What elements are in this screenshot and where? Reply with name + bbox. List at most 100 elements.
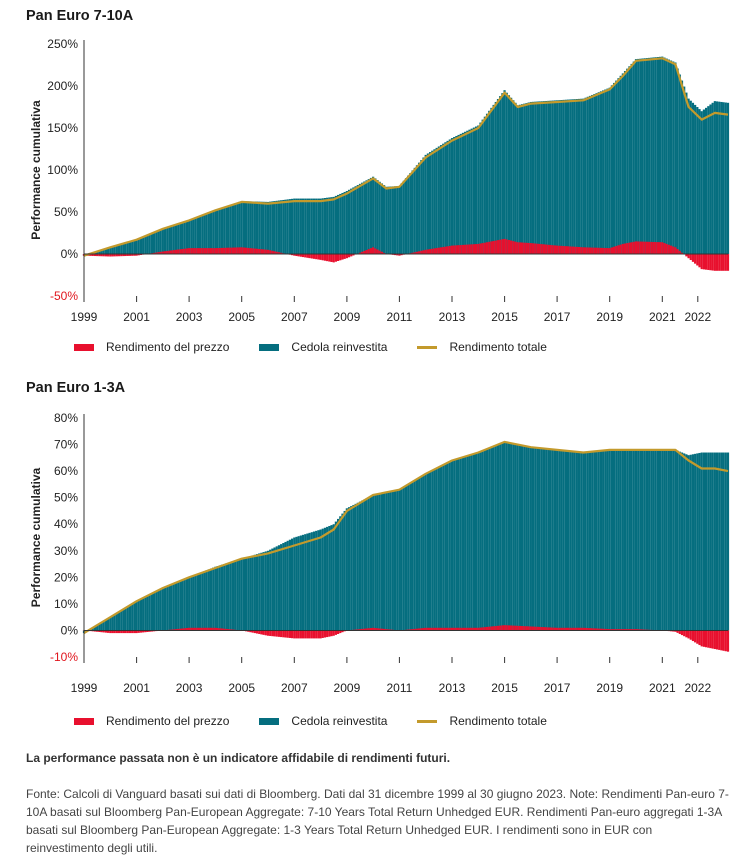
coupon-bar (245, 557, 248, 631)
coupon-bar (286, 199, 289, 254)
coupon-bar (266, 550, 270, 631)
coupon-bar (207, 212, 210, 254)
price-bar (240, 247, 243, 254)
coupon-bar (185, 578, 189, 631)
price-bar (494, 626, 497, 631)
coupon-bar (470, 454, 473, 631)
price-bar (326, 630, 329, 638)
price-bar (299, 630, 302, 639)
coupon-bar (284, 541, 287, 631)
coupon-bar (496, 99, 500, 255)
coupon-bar (691, 102, 695, 254)
coupon-bar (523, 103, 526, 254)
x-tick-label: 2019 (596, 310, 623, 324)
price-bar (501, 625, 504, 631)
price-bar (312, 254, 316, 259)
price-bar (424, 627, 427, 631)
price-bar (584, 627, 587, 631)
coupon-bar (700, 111, 703, 254)
price-bar (262, 249, 265, 254)
coupon-bar (396, 186, 399, 254)
price-bar (637, 241, 640, 254)
price-bar (483, 242, 486, 254)
coupon-bar (179, 223, 182, 254)
coupon-bar (485, 448, 489, 631)
coupon-bar (494, 101, 497, 255)
price-bar (291, 630, 294, 639)
price-bar (372, 627, 375, 631)
coupon-bar (376, 180, 379, 254)
price-bar (155, 252, 158, 254)
coupon-bar (337, 194, 340, 254)
coupon-bar (363, 181, 366, 254)
coupon-bar (372, 176, 375, 254)
coupon-bar (286, 540, 289, 631)
coupon-bar (144, 236, 147, 254)
price-bar (556, 245, 559, 254)
price-bar (564, 627, 567, 631)
coupon-bar (142, 597, 145, 631)
coupon-bar (326, 526, 329, 631)
price-bar (490, 626, 493, 631)
coupon-bar (411, 481, 414, 631)
price-bar (225, 628, 228, 631)
price-bar (216, 628, 219, 631)
coupon-bar (669, 60, 673, 254)
coupon-bar (209, 568, 213, 631)
price-bar (464, 627, 467, 631)
price-bar (225, 247, 228, 254)
price-bar (328, 630, 331, 637)
coupon-bar (139, 237, 143, 254)
price-bar (317, 630, 320, 639)
price-bar (420, 628, 423, 631)
price-bar (685, 254, 688, 257)
coupon-bar (207, 569, 210, 631)
coupon-bar (518, 104, 521, 254)
price-bar (227, 247, 230, 254)
coupon-bar (453, 137, 456, 254)
coupon-bar (606, 88, 609, 254)
coupon-bar (632, 61, 635, 254)
coupon-bar (249, 556, 252, 631)
price-bar (249, 630, 252, 633)
x-tick-label: 2005 (228, 310, 255, 324)
price-bar (247, 630, 250, 632)
price-bar (179, 628, 182, 631)
coupon-bar (133, 602, 136, 631)
price-bar (422, 628, 425, 631)
coupon-bar (461, 457, 465, 631)
price-bar (586, 628, 589, 631)
coupon-bar (536, 101, 539, 254)
price-bar (698, 630, 701, 646)
price-bar (435, 627, 438, 631)
coupon-bar (122, 609, 125, 631)
price-bar (577, 627, 581, 631)
price-bar (378, 250, 381, 254)
coupon-bar (549, 100, 552, 254)
coupon-bar (573, 99, 576, 254)
price-bar (593, 247, 596, 254)
price-bar (538, 243, 541, 254)
price-bar (310, 254, 313, 259)
total-return-line (83, 57, 729, 257)
price-bar (715, 254, 719, 271)
x-tick-label: 1999 (71, 681, 98, 695)
price-bar (367, 628, 370, 631)
price-bar (562, 627, 565, 631)
coupon-bar (157, 590, 160, 631)
coupon-bar (128, 241, 132, 254)
coupon-bar (503, 441, 506, 631)
price-bar (216, 248, 219, 254)
price-bar (128, 630, 132, 634)
price-bar (665, 243, 668, 254)
coupon-bar (168, 226, 171, 254)
legend-swatch-total (417, 719, 438, 723)
coupon-bar (170, 226, 173, 254)
price-bar (413, 628, 416, 631)
coupon-bar (273, 201, 276, 254)
coupon-bar (306, 533, 309, 631)
coupon-bar (698, 452, 701, 631)
price-bar (365, 628, 368, 631)
coupon-bar (597, 92, 600, 254)
coupon-bar (700, 452, 703, 631)
